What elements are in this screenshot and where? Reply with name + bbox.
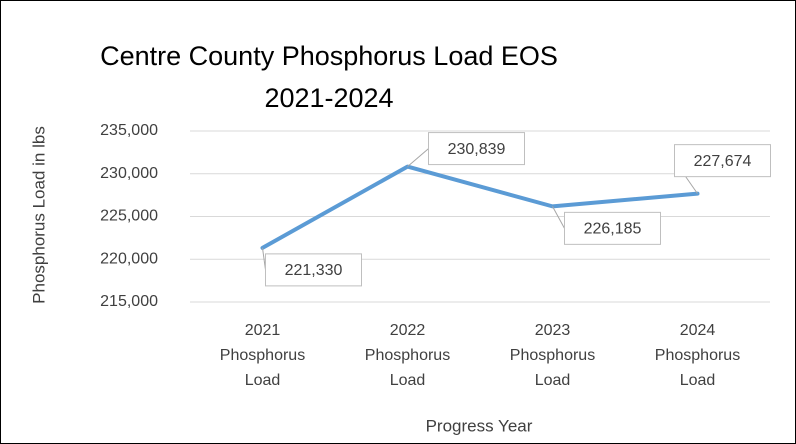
chart-title: 2021-2024 (264, 83, 393, 113)
y-tick-label: 220,000 (100, 250, 158, 267)
y-tick-label: 215,000 (100, 293, 158, 310)
chart-title: Centre County Phosphorus Load EOS (100, 41, 558, 71)
label-leader (552, 206, 565, 229)
data-label: 230,839 (448, 141, 506, 158)
x-tick-label: 2021 Phosphorus Load (219, 322, 306, 389)
x-axis-title: Progress Year (426, 416, 533, 435)
label-leader (407, 148, 429, 167)
x-tick-label: 2022 Phosphorus Load (364, 322, 451, 389)
y-tick-label: 225,000 (100, 208, 158, 225)
x-tick-label: 2023 Phosphorus Load (509, 322, 596, 389)
data-label-box (674, 144, 771, 178)
data-line (260, 164, 700, 250)
data-label: 227,674 (694, 153, 752, 170)
data-label: 226,185 (584, 221, 642, 238)
x-tick-label: 2024 Phosphorus Load (654, 322, 741, 389)
y-tick-label: 230,000 (100, 165, 158, 182)
data-label-box (428, 132, 525, 166)
data-label-box (564, 211, 661, 245)
data-label-box (265, 253, 362, 287)
y-tick-label: 235,000 (100, 122, 158, 139)
y-axis-title: Phosphorus Load in lbs (29, 126, 48, 304)
data-label: 221,330 (285, 262, 343, 279)
